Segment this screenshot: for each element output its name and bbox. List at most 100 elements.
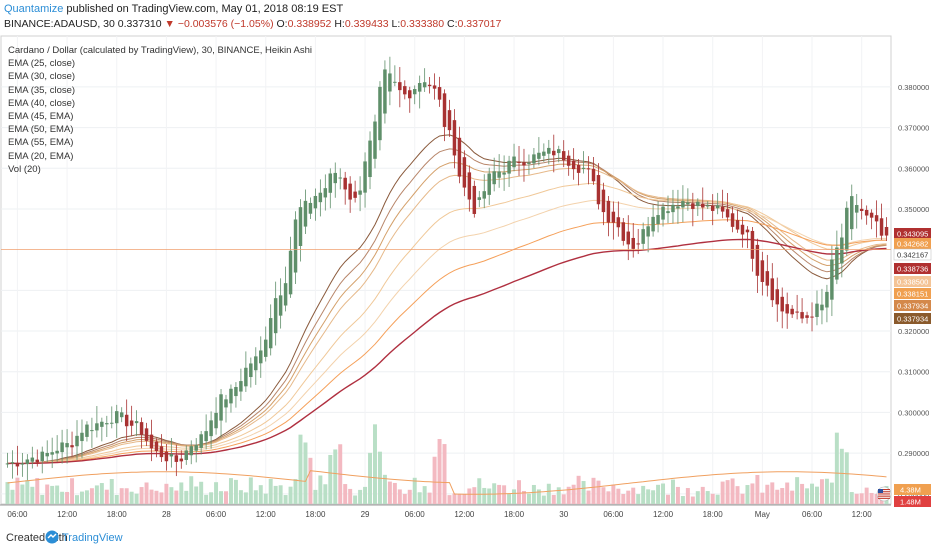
legend-item-ema35[interactable]: EMA (35, close)	[8, 84, 76, 96]
candle-body	[234, 387, 238, 397]
close-value: 0.337017	[457, 18, 502, 30]
candle-body	[283, 283, 288, 306]
volume-bar	[199, 481, 204, 504]
volume-bar	[149, 489, 154, 504]
volume-bar	[705, 491, 710, 504]
candle-body	[661, 206, 665, 220]
volume-bar	[437, 439, 442, 504]
legend-item-ema45[interactable]: EMA (45, EMA)	[8, 111, 74, 123]
candle-body	[204, 431, 208, 442]
candle-body	[517, 161, 521, 163]
volume-bar	[224, 491, 228, 504]
volume-bar	[194, 486, 199, 504]
y-tick-label: 0.290000	[898, 449, 929, 458]
volume-bar	[84, 490, 89, 504]
legend-item-ema20[interactable]: EMA (20, EMA)	[8, 150, 74, 162]
candle-body	[810, 316, 814, 318]
volume-bar	[124, 488, 129, 504]
candle-body	[452, 120, 457, 156]
candle-body	[393, 81, 397, 83]
tradingview-link[interactable]: TradingView	[62, 532, 123, 544]
candle-body	[50, 452, 54, 455]
volume-bar	[631, 487, 636, 504]
volume-bar	[695, 491, 700, 504]
legend-item-ema30[interactable]: EMA (30, close)	[8, 71, 76, 83]
candle-body	[666, 211, 670, 214]
price-label-tag	[894, 288, 931, 299]
legend-item-ema25[interactable]: EMA (25, close)	[8, 58, 76, 70]
candle-body	[850, 196, 854, 230]
volume-bar	[318, 475, 323, 504]
volume-bar	[392, 482, 397, 504]
candle-body	[740, 224, 745, 235]
candle-body	[70, 445, 74, 448]
price-label-text: 0.338736	[897, 265, 928, 274]
candle-body	[840, 237, 844, 264]
legend-item-ema55[interactable]: EMA (55, EMA)	[8, 137, 74, 149]
chart-area[interactable]: 0.3800000.3700000.3600000.3500000.330000…	[0, 34, 932, 524]
volume-bar	[636, 494, 641, 504]
candle-body	[576, 164, 581, 173]
flag-stripe	[878, 495, 890, 497]
ema-line-1	[7, 148, 887, 464]
y-tick-label: 0.320000	[898, 327, 929, 336]
y-tick-label: 0.370000	[898, 124, 929, 133]
flag-canton	[878, 489, 883, 493]
volume-bar	[35, 478, 40, 504]
volume-bar	[60, 491, 65, 504]
volume-bar	[735, 486, 740, 504]
candle-body	[492, 171, 496, 185]
volume-ma-line	[7, 470, 887, 495]
price-label-tag	[894, 228, 931, 239]
candle-body	[75, 435, 79, 447]
volume-bar	[750, 483, 755, 504]
volume-bar	[40, 494, 45, 504]
legend-item-ema50[interactable]: EMA (50, EMA)	[8, 124, 74, 136]
volume-bar	[65, 491, 70, 504]
volume-bar	[253, 490, 258, 504]
candle-body	[159, 446, 164, 458]
volume-bar	[75, 495, 79, 504]
volume-bar	[209, 492, 214, 504]
legend-item-ema40[interactable]: EMA (40, close)	[8, 97, 76, 109]
candle-body	[710, 205, 715, 211]
candlestick-chart[interactable]: 0.3800000.3700000.3600000.3500000.330000…	[0, 34, 932, 524]
x-tick-label: 18:00	[504, 510, 525, 519]
legend-item-vol[interactable]: Vol (20)	[8, 163, 41, 175]
volume-bar	[497, 484, 502, 504]
volume-label-tag	[894, 496, 931, 507]
volume-bar	[477, 478, 482, 504]
candle-body	[616, 217, 621, 228]
volume-bar	[685, 488, 690, 504]
volume-bar	[785, 482, 790, 504]
volume-bar	[715, 494, 720, 504]
price-label-tag	[894, 313, 931, 324]
price-label-text: 0.337934	[897, 315, 928, 324]
candle-body	[45, 452, 49, 457]
candle-body	[408, 90, 412, 99]
volume-bar	[517, 480, 521, 504]
volume-bar	[591, 477, 596, 504]
x-tick-label: 18:00	[703, 510, 724, 519]
volume-bar	[283, 495, 288, 504]
volume-bar	[363, 486, 368, 504]
candle-body	[715, 205, 720, 209]
author-link[interactable]: Quantamize	[4, 3, 64, 15]
volume-bar	[651, 490, 656, 504]
volume-bar	[536, 489, 541, 504]
candle-body	[5, 463, 10, 465]
volume-bar	[204, 494, 209, 504]
volume-bar	[447, 495, 452, 504]
volume-bar	[834, 432, 839, 504]
volume-bar	[452, 493, 457, 504]
volume-bar	[159, 492, 164, 504]
volume-bar	[462, 493, 467, 504]
candle-body	[40, 451, 44, 461]
candle-body	[124, 414, 129, 427]
candle-body	[219, 394, 223, 421]
candle-body	[388, 73, 392, 92]
candle-body	[60, 442, 64, 453]
candle-body	[373, 121, 377, 159]
volume-bar	[412, 477, 417, 504]
candle-body	[35, 459, 40, 463]
